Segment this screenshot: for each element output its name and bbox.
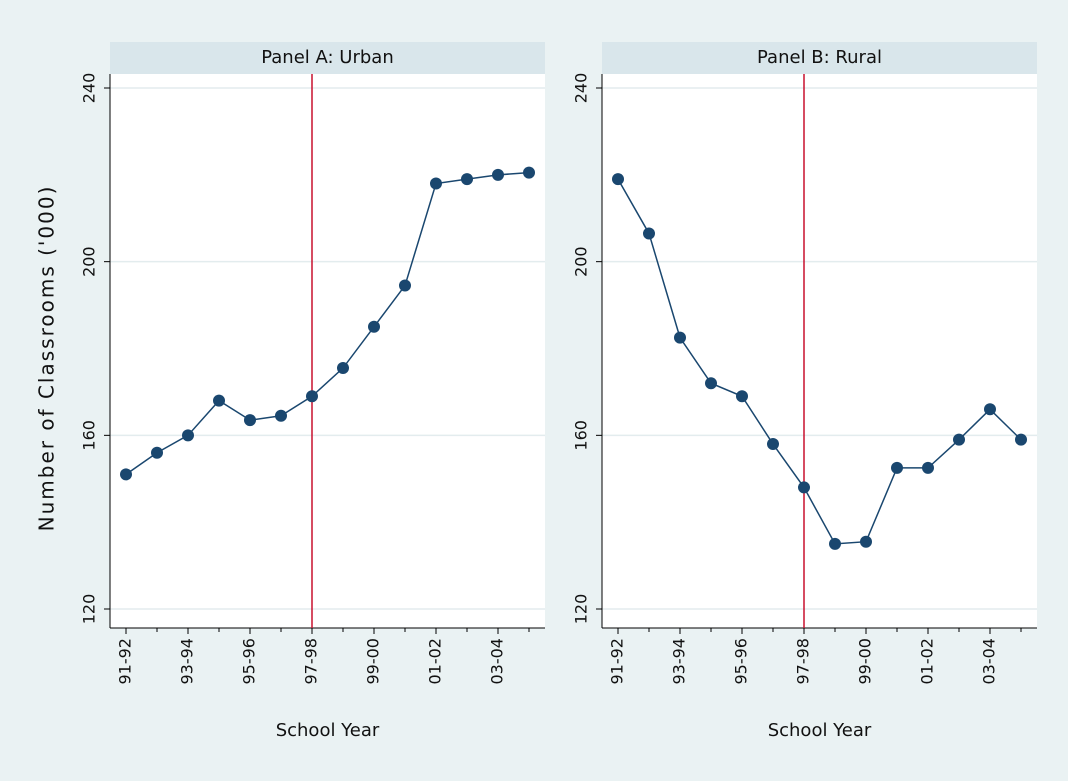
data-point [612, 173, 624, 186]
data-point [461, 173, 473, 186]
data-point [767, 438, 779, 451]
data-point [643, 227, 655, 240]
x-tick-label: 95-96 [732, 638, 751, 685]
x-tick-label: 95-96 [240, 638, 259, 685]
data-point [306, 390, 318, 403]
data-point [860, 535, 872, 548]
data-point [337, 362, 349, 375]
x-tick-label: 97-98 [794, 638, 813, 685]
panel-header [602, 42, 1037, 74]
x-tick-label: 91-92 [116, 638, 135, 685]
x-axis-title: School Year [276, 720, 380, 741]
x-tick-label: 01-02 [918, 638, 937, 685]
data-point [120, 468, 132, 481]
x-tick-label: 93-94 [178, 638, 197, 685]
x-axis-title: School Year [768, 720, 872, 741]
x-tick-label: 99-00 [364, 638, 383, 685]
y-tick-label: 160 [80, 420, 99, 451]
data-point [829, 537, 841, 550]
data-point [213, 394, 225, 407]
y-axis-title: Number of Classrooms ('000) [35, 185, 59, 532]
x-tick-label: 03-04 [488, 638, 507, 685]
panel-title: Panel B: Rural [757, 47, 882, 68]
panel-title: Panel A: Urban [261, 47, 394, 68]
data-line [617, 178, 1022, 545]
data-point [953, 433, 965, 446]
data-point [182, 429, 194, 442]
y-tick-label: 120 [80, 594, 99, 625]
y-tick-label: 240 [80, 73, 99, 104]
data-point [984, 403, 996, 416]
x-tick-label: 03-04 [980, 638, 999, 685]
data-point [674, 331, 686, 344]
data-point [430, 177, 442, 190]
data-point [1015, 433, 1027, 446]
x-tick-label: 93-94 [670, 638, 689, 685]
x-tick-label: 99-00 [856, 638, 875, 685]
data-point [492, 168, 504, 181]
data-point [705, 377, 717, 390]
data-point [891, 461, 903, 474]
y-tick-label: 240 [572, 73, 591, 104]
x-tick-label: 97-98 [302, 638, 321, 685]
data-point [399, 279, 411, 292]
data-point [275, 409, 287, 422]
data-point [151, 446, 163, 459]
x-tick-label: 91-92 [608, 638, 627, 685]
y-tick-label: 120 [572, 594, 591, 625]
data-point [368, 320, 380, 333]
plot-area [602, 74, 1037, 628]
x-tick-label: 01-02 [426, 638, 445, 685]
plot-area [110, 74, 545, 628]
panel-header [110, 42, 545, 74]
data-point [523, 166, 535, 179]
data-point [922, 461, 934, 474]
y-tick-label: 200 [572, 246, 591, 277]
data-point [736, 390, 748, 403]
y-tick-label: 160 [572, 420, 591, 451]
y-tick-label: 200 [80, 246, 99, 277]
data-point [798, 481, 810, 494]
data-point [244, 414, 256, 427]
